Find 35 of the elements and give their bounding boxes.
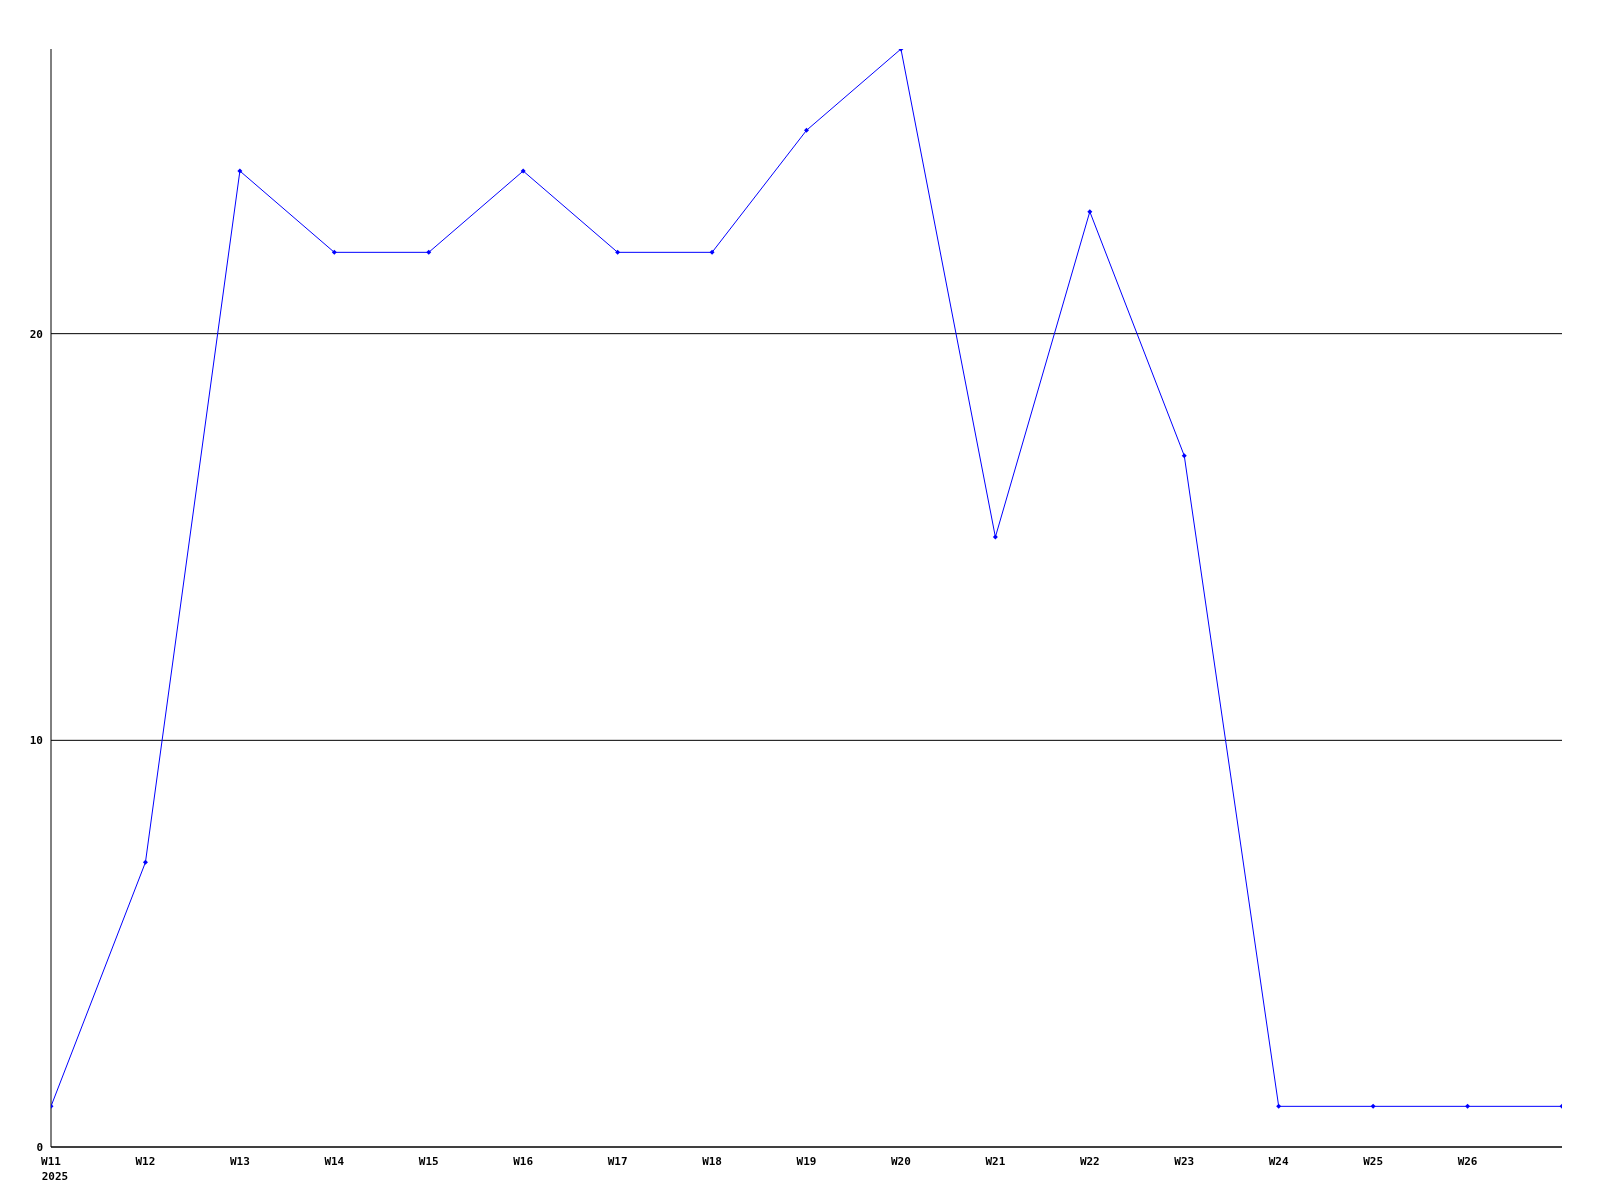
point bbox=[992, 534, 998, 540]
point bbox=[142, 859, 148, 865]
point bbox=[1370, 1103, 1376, 1109]
x-tick-label: W16 bbox=[513, 1155, 534, 1168]
x-tick-label: W15 bbox=[418, 1155, 439, 1168]
point bbox=[1087, 209, 1093, 215]
x-tick-label: W23 bbox=[1174, 1155, 1195, 1168]
point bbox=[237, 168, 243, 174]
x-tick-label: W21 bbox=[985, 1155, 1006, 1168]
point bbox=[615, 249, 621, 255]
y-tick-label: 10 bbox=[29, 734, 43, 748]
x-tick-label: W18 bbox=[702, 1155, 722, 1168]
point bbox=[1181, 453, 1187, 459]
point bbox=[709, 249, 715, 255]
x-tick-label: W17 bbox=[607, 1155, 628, 1168]
point bbox=[331, 249, 337, 255]
y-tick-label: 20 bbox=[29, 327, 43, 341]
text: 2025 bbox=[41, 1170, 69, 1183]
point bbox=[804, 127, 809, 133]
x-tick-label: W13 bbox=[229, 1155, 250, 1168]
x-tick-label: W19 bbox=[796, 1155, 817, 1168]
x-tick-label: W14 bbox=[324, 1155, 345, 1168]
point bbox=[426, 249, 432, 255]
x-tick-label: W11 bbox=[41, 1155, 62, 1168]
point bbox=[1276, 1103, 1282, 1109]
x-tick-label: W26 bbox=[1457, 1155, 1478, 1168]
x-tick-label: W24 bbox=[1268, 1155, 1289, 1168]
x-tick-label: W22 bbox=[1079, 1155, 1100, 1168]
point bbox=[1465, 1103, 1471, 1109]
x-tick-label: W12 bbox=[135, 1155, 156, 1168]
line-series bbox=[51, 49, 1562, 1109]
x-tick-label: W25 bbox=[1363, 1155, 1384, 1168]
y-tick-label: 0 bbox=[36, 1140, 43, 1154]
point bbox=[520, 168, 526, 174]
x-tick-label: W20 bbox=[891, 1155, 911, 1168]
